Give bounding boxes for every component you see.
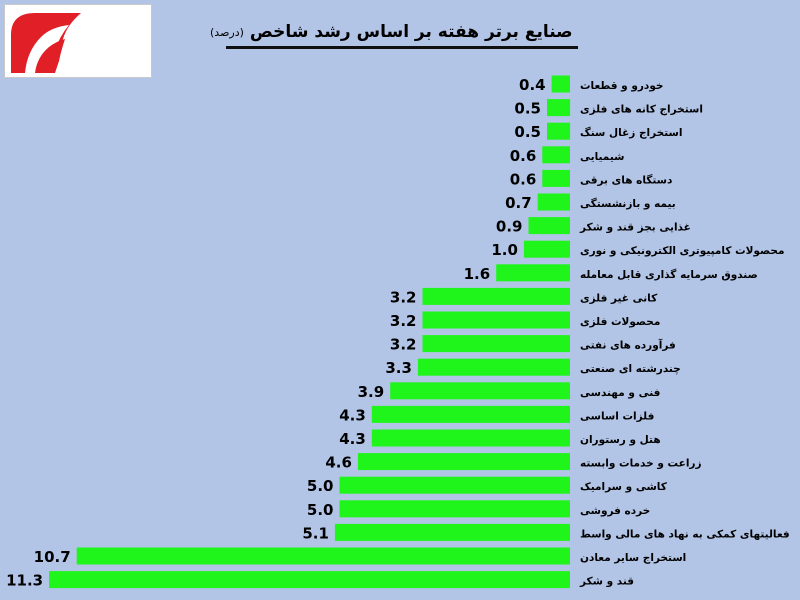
category-label-15: هتل و رستوران (580, 434, 661, 446)
category-label-0: خودرو و قطعات (580, 80, 663, 92)
bar-14 (371, 405, 570, 423)
bar-15 (371, 429, 570, 447)
category-label-14: فلزات اساسی (580, 410, 654, 422)
category-label-19: فعالیتهای کمکی به نهاد های مالی واسط (580, 528, 790, 540)
category-label-3: شیمیایی (580, 151, 624, 163)
value-label-15: 4.3 (339, 430, 366, 448)
bar-2 (547, 122, 571, 140)
bar-7 (523, 240, 570, 258)
category-label-21: قند و شکر (579, 576, 634, 588)
value-label-11: 3.2 (390, 336, 417, 354)
bar-17 (339, 476, 570, 494)
bar-6 (528, 217, 570, 235)
value-label-4: 0.6 (510, 170, 537, 188)
value-label-6: 0.9 (496, 218, 523, 236)
bar-9 (422, 287, 570, 305)
value-label-17: 5.0 (307, 477, 334, 495)
value-label-21: 11.3 (6, 572, 43, 590)
value-label-18: 5.0 (307, 501, 334, 519)
category-label-2: استخراج زغال سنگ (580, 126, 682, 139)
value-label-7: 1.0 (491, 241, 518, 259)
value-label-12: 3.3 (385, 359, 412, 377)
bar-5 (537, 193, 570, 211)
chart-unit: (درصد) (210, 25, 244, 39)
value-label-3: 0.6 (510, 147, 537, 165)
bar-18 (339, 500, 570, 518)
category-label-12: چندرشته ای صنعتی (580, 363, 681, 375)
bar-20 (76, 547, 570, 565)
bar-11 (422, 335, 570, 353)
value-label-9: 3.2 (390, 288, 417, 306)
value-label-5: 0.7 (505, 194, 532, 212)
value-label-10: 3.2 (390, 312, 417, 330)
bar-19 (334, 523, 570, 541)
category-label-20: استخراج سایر معادن (580, 552, 686, 564)
value-label-19: 5.1 (302, 524, 329, 542)
bar-3 (542, 146, 570, 164)
value-label-20: 10.7 (34, 548, 71, 566)
chart-title: صنایع برتر هفته بر اساس رشد شاخص (249, 22, 573, 42)
value-label-14: 4.3 (339, 406, 366, 424)
chart-title-block: صنایع برتر هفته بر اساس رشد شاخص (درصد) (210, 12, 574, 52)
category-label-11: فرآورده های نفتی (580, 339, 676, 352)
bar-21 (49, 571, 571, 589)
category-label-7: محصولات کامپیوتری الکترونیکی و نوری (580, 245, 784, 257)
category-label-8: صندوق سرمایه گذاری قابل معامله (580, 268, 758, 281)
bar-0 (551, 75, 570, 93)
category-label-17: کاشی و سرامیک (580, 481, 668, 493)
category-label-10: محصولات فلزی (580, 316, 660, 328)
category-label-18: خرده فروشی (580, 505, 650, 517)
bar-12 (417, 358, 570, 376)
category-label-16: زراعت و خدمات وابسته (580, 458, 702, 470)
bar-10 (422, 311, 570, 329)
bar-8 (496, 264, 570, 282)
bar-13 (390, 382, 570, 400)
boursenews-logo (4, 4, 152, 78)
category-label-6: غذایی بجز قند و شکر (579, 222, 691, 234)
value-label-0: 0.4 (519, 76, 546, 94)
value-label-8: 1.6 (464, 265, 491, 283)
value-label-1: 0.5 (514, 100, 541, 118)
category-label-4: دستگاه های برقی (580, 173, 673, 186)
category-label-13: فنی و مهندسی (580, 387, 660, 399)
value-label-2: 0.5 (514, 123, 541, 141)
category-label-9: کانی غیر فلزی (580, 292, 658, 304)
bar-1 (547, 99, 571, 117)
value-label-13: 3.9 (358, 383, 385, 401)
bar-16 (357, 453, 570, 471)
logo-mark-icon (11, 13, 81, 73)
category-label-1: استخراج کانه های فلزی (580, 104, 703, 116)
category-label-5: بیمه و بازنشستگی (580, 197, 676, 210)
bar-4 (542, 169, 570, 187)
title-underline (226, 46, 578, 49)
value-label-16: 4.6 (325, 454, 352, 472)
